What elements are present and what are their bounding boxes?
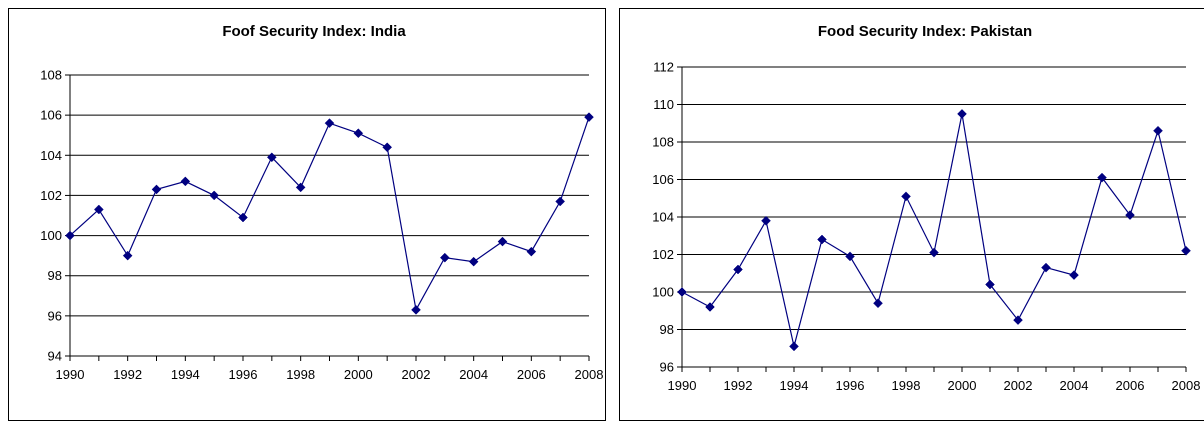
data-point-marker <box>324 118 335 129</box>
series-line <box>681 113 1187 347</box>
data-point-marker <box>677 287 687 297</box>
data-point-marker <box>122 250 133 261</box>
y-tick-label: 98 <box>48 268 62 283</box>
data-point-marker <box>266 152 277 163</box>
x-tick-label: 1998 <box>892 378 921 393</box>
y-tick-label: 110 <box>653 97 674 112</box>
x-tick-label: 1996 <box>836 378 865 393</box>
data-point-marker <box>468 256 479 267</box>
y-tick-label: 94 <box>48 349 62 364</box>
data-point-marker <box>353 128 364 139</box>
data-point-marker <box>1097 172 1107 183</box>
x-tick-label: 1994 <box>171 367 200 382</box>
data-point-marker <box>411 304 421 315</box>
data-point-marker <box>1181 245 1191 256</box>
x-tick-label: 1990 <box>668 378 697 393</box>
y-tick-label: 100 <box>40 228 62 243</box>
x-tick-label: 2004 <box>1060 378 1089 393</box>
y-tick-label: 108 <box>40 68 62 83</box>
data-point-marker <box>295 182 306 193</box>
data-point-marker <box>845 251 855 262</box>
x-tick-label: 2002 <box>402 367 431 382</box>
data-point-marker <box>929 247 939 258</box>
data-point-marker <box>873 298 883 309</box>
y-tick-label: 108 <box>652 135 674 150</box>
x-tick-label: 1998 <box>286 367 315 382</box>
data-point-marker <box>584 112 594 123</box>
x-tick-label: 2008 <box>575 367 604 382</box>
data-point-marker <box>1041 262 1051 273</box>
y-tick-label: 104 <box>652 210 674 225</box>
x-tick-label: 1990 <box>56 367 85 382</box>
data-point-marker <box>1069 270 1079 280</box>
x-tick-label: 2002 <box>1004 378 1033 393</box>
y-tick-label: 112 <box>653 60 674 75</box>
x-tick-label: 2006 <box>1116 378 1145 393</box>
series-line <box>69 116 590 312</box>
pakistan-chart-panel: Food Security Index: Pakistan 96 98 100 102… <box>619 8 1204 421</box>
data-point-marker <box>382 142 393 153</box>
x-tick-label: 2006 <box>517 367 546 382</box>
y-tick-label: 106 <box>652 172 674 187</box>
chart-title: Food Security Index: Pakistan <box>818 23 1032 40</box>
data-point-marker <box>817 234 827 245</box>
india-chart: Foof Security Index: India 94 96 98 100 102 1… <box>40 23 604 382</box>
x-tick-label: 1992 <box>724 378 753 393</box>
y-tick-label: 100 <box>652 285 674 300</box>
y-tick-label: 98 <box>660 322 674 337</box>
data-point-marker <box>901 191 911 202</box>
data-point-marker <box>151 184 162 195</box>
data-point-marker <box>526 246 537 257</box>
data-point-marker <box>93 204 104 215</box>
data-point-marker <box>209 190 220 201</box>
chart-title: Foof Security Index: India <box>222 23 406 40</box>
x-tick-label: 2000 <box>948 378 977 393</box>
data-point-marker <box>705 302 715 312</box>
pakistan-chart: Food Security Index: Pakistan 96 98 100 102… <box>652 23 1201 393</box>
data-point-marker <box>761 215 771 226</box>
x-tick-label: 2000 <box>344 367 373 382</box>
data-point-marker <box>238 212 248 223</box>
data-point-marker <box>180 176 191 187</box>
data-point-marker <box>65 230 75 241</box>
y-tick-label: 102 <box>652 247 674 262</box>
india-chart-panel: Foof Security Index: India 94 96 98 100 102 1… <box>8 8 606 421</box>
y-tick-label: 102 <box>40 188 62 203</box>
data-point-marker <box>497 236 508 247</box>
y-tick-label: 104 <box>40 148 62 163</box>
data-point-marker <box>439 252 450 263</box>
y-tick-label: 96 <box>660 360 674 375</box>
data-point-marker <box>555 196 566 207</box>
data-point-marker <box>789 341 799 352</box>
data-point-marker <box>733 264 743 275</box>
x-tick-label: 2008 <box>1172 378 1201 393</box>
data-point-marker <box>957 109 967 119</box>
data-point-marker <box>1153 125 1163 136</box>
data-point-marker <box>1013 315 1023 325</box>
x-tick-label: 1996 <box>229 367 258 382</box>
data-point-marker <box>985 279 995 290</box>
x-tick-label: 1992 <box>113 367 142 382</box>
y-tick-label: 96 <box>48 308 62 323</box>
x-tick-label: 2004 <box>459 367 488 382</box>
data-point-marker <box>1125 210 1135 220</box>
x-tick-label: 1994 <box>780 378 809 393</box>
y-tick-label: 106 <box>40 108 62 123</box>
